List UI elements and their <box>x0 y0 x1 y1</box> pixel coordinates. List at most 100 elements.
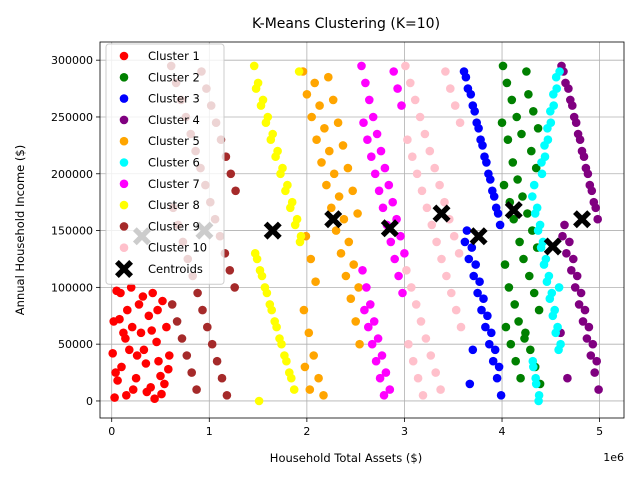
data-point <box>512 112 521 122</box>
data-point <box>305 385 315 394</box>
data-point <box>432 237 441 247</box>
legend-label: Cluster 2 <box>148 70 200 84</box>
data-point <box>348 186 358 196</box>
data-point <box>230 283 239 292</box>
data-point <box>466 90 476 99</box>
data-point <box>572 271 582 281</box>
legend-label: Cluster 3 <box>148 92 200 106</box>
data-point <box>225 266 235 275</box>
data-point <box>339 214 349 224</box>
data-point <box>158 296 167 306</box>
data-point <box>311 277 320 287</box>
data-point <box>485 339 494 349</box>
data-point <box>394 271 403 281</box>
data-point <box>368 112 378 122</box>
y-tick-label: 250000 <box>51 111 93 124</box>
data-point <box>152 337 161 347</box>
data-point <box>333 118 343 127</box>
data-point <box>526 345 535 355</box>
data-point <box>359 118 368 127</box>
data-point <box>524 90 533 99</box>
data-point <box>319 391 328 400</box>
data-point <box>534 396 543 406</box>
y-tick-label: 200000 <box>51 168 93 181</box>
data-point <box>277 339 286 349</box>
data-point <box>380 163 390 173</box>
data-point <box>450 101 460 110</box>
data-point <box>198 305 207 315</box>
data-point <box>386 237 396 247</box>
data-point <box>440 197 449 207</box>
data-point <box>410 95 420 105</box>
data-point <box>404 339 413 349</box>
data-point <box>127 322 137 332</box>
data-point <box>517 129 526 139</box>
data-point <box>374 186 384 196</box>
data-point <box>148 288 157 298</box>
data-point <box>327 203 336 213</box>
data-point <box>366 300 375 309</box>
data-point <box>513 175 522 184</box>
data-point <box>287 373 296 383</box>
data-point <box>576 288 586 298</box>
data-point <box>393 84 402 93</box>
data-point <box>153 305 162 315</box>
data-point <box>481 322 490 332</box>
data-point <box>465 379 475 389</box>
legend-marker <box>119 222 129 231</box>
data-point <box>520 334 529 343</box>
data-point <box>334 192 344 201</box>
data-point <box>528 192 537 201</box>
legend-centroid-marker <box>115 260 133 278</box>
data-point <box>565 237 574 247</box>
data-point <box>182 351 192 360</box>
legend-marker <box>119 94 129 103</box>
data-point <box>353 209 362 218</box>
data-point <box>500 260 510 269</box>
centroid-marker <box>432 204 451 223</box>
data-point <box>222 391 232 400</box>
data-point <box>370 169 380 179</box>
data-point <box>309 351 319 360</box>
data-point <box>564 84 573 93</box>
data-point <box>344 237 354 247</box>
data-point <box>401 61 410 71</box>
data-point <box>586 351 596 360</box>
data-point <box>442 271 451 281</box>
data-point <box>141 359 151 368</box>
data-point <box>511 356 520 366</box>
data-point <box>371 356 381 366</box>
data-point <box>132 351 142 360</box>
data-point <box>413 373 423 383</box>
data-point <box>514 317 523 326</box>
data-point <box>556 339 565 349</box>
data-point <box>317 158 326 167</box>
data-point <box>499 180 509 190</box>
data-point <box>411 300 421 309</box>
series-1 <box>108 283 174 404</box>
data-point <box>504 283 514 292</box>
data-point <box>346 294 356 304</box>
data-point <box>456 322 466 332</box>
data-point <box>582 334 592 343</box>
data-point <box>187 368 196 377</box>
data-point <box>367 339 377 349</box>
series-4 <box>556 61 603 394</box>
data-point <box>388 197 398 207</box>
data-point <box>286 203 295 213</box>
centroid-marker <box>324 210 343 229</box>
data-point <box>389 67 399 76</box>
data-point <box>254 396 264 406</box>
data-point <box>123 305 132 315</box>
series-10 <box>401 61 466 400</box>
data-point <box>470 107 480 116</box>
data-point <box>578 317 588 326</box>
data-point <box>422 203 432 213</box>
legend-marker <box>119 73 129 82</box>
x-tick-label: 0 <box>108 425 115 438</box>
data-point <box>302 90 312 99</box>
data-point <box>570 283 580 292</box>
data-point <box>436 385 445 394</box>
data-point <box>338 141 348 150</box>
data-point <box>493 209 503 218</box>
